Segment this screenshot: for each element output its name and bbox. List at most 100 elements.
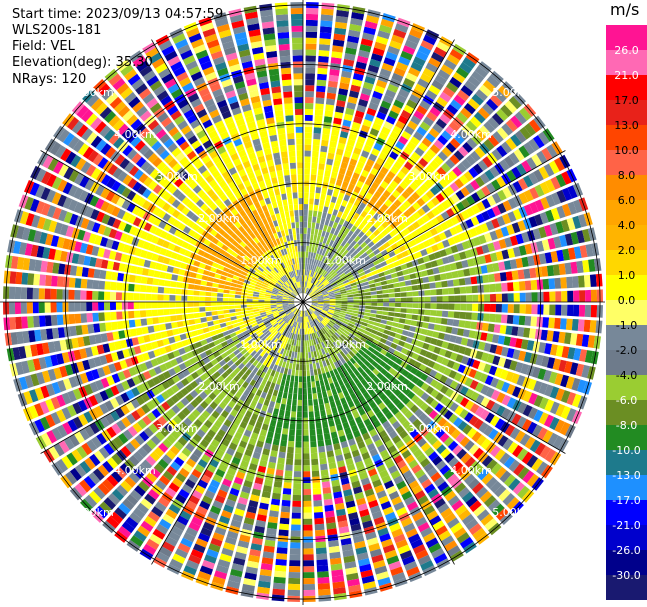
gate-cell <box>102 343 111 353</box>
gate-cell <box>327 276 333 282</box>
gate-cell <box>261 93 271 102</box>
gate-cell <box>250 157 258 166</box>
gate-cell <box>225 161 235 170</box>
gate-cell <box>128 472 141 484</box>
gate-cell <box>364 437 373 446</box>
gate-cell <box>466 195 476 206</box>
gate-cell <box>347 578 360 587</box>
gate-cell <box>323 427 330 434</box>
gate-cell <box>410 61 423 72</box>
gate-cell <box>165 449 177 460</box>
gate-cell <box>363 457 373 466</box>
gate-cell <box>139 293 146 301</box>
gate-cell <box>81 324 89 335</box>
gate-cell <box>314 279 319 286</box>
gate-cell <box>484 254 492 264</box>
gate-cell <box>173 365 182 374</box>
gate-cell <box>334 154 343 162</box>
gate-cell <box>26 287 33 300</box>
gate-cell <box>326 266 331 272</box>
gate-cell <box>170 281 177 288</box>
gate-cell <box>304 204 309 210</box>
gate-cell <box>428 275 435 282</box>
gate-cell <box>57 327 65 338</box>
gate-cell <box>58 209 68 222</box>
gate-cell <box>174 548 188 559</box>
gate-cell <box>109 397 120 409</box>
gate-cell <box>205 405 214 415</box>
gate-cell <box>304 126 313 133</box>
gate-cell <box>344 427 352 435</box>
gate-cell <box>339 286 346 291</box>
gate-cell <box>323 378 329 386</box>
gate-cell <box>342 220 349 228</box>
gate-cell <box>288 298 295 301</box>
gate-cell <box>21 272 29 285</box>
gate-cell <box>294 270 298 277</box>
gate-cell <box>328 290 335 294</box>
gate-cell <box>119 339 128 349</box>
gate-cell <box>328 420 335 427</box>
gate-cell <box>433 139 445 150</box>
gate-cell <box>444 229 453 238</box>
gate-cell <box>222 297 229 302</box>
gate-cell <box>469 227 478 238</box>
gate-cell <box>8 302 16 315</box>
gate-cell <box>487 117 500 130</box>
gate-cell <box>335 179 343 187</box>
gate-cell <box>271 291 278 295</box>
gate-cell <box>283 315 289 321</box>
gate-cell <box>259 310 266 314</box>
gate-cell <box>177 542 191 554</box>
gate-cell <box>326 286 333 290</box>
gate-cell <box>227 273 234 279</box>
gate-cell <box>275 8 288 16</box>
gate-cell <box>194 341 203 348</box>
gate-cell <box>502 200 512 212</box>
gate-cell <box>51 176 63 190</box>
gate-cell <box>269 510 279 518</box>
gate-cell <box>305 19 318 27</box>
gate-cell <box>295 315 299 322</box>
gate-cell <box>197 414 207 424</box>
gate-cell <box>47 157 59 172</box>
gate-cell <box>118 105 131 118</box>
gate-cell <box>263 545 275 553</box>
gate-cell <box>391 496 403 506</box>
gate-cell <box>377 577 391 587</box>
gate-cell <box>202 28 216 38</box>
gate-cell <box>396 460 407 470</box>
gate-cell <box>326 528 338 536</box>
gate-cell <box>383 121 394 130</box>
gate-cell <box>317 300 324 302</box>
gate-cell <box>172 477 183 488</box>
gate-cell <box>370 255 378 262</box>
gate-cell <box>200 317 207 323</box>
gate-cell <box>250 256 257 263</box>
gate-cell <box>160 95 172 106</box>
gate-cell <box>538 253 547 265</box>
gate-cell <box>325 516 336 524</box>
gate-cell <box>262 142 271 150</box>
gate-cell <box>277 326 283 332</box>
gate-cell <box>295 334 298 341</box>
gate-cell <box>202 521 215 532</box>
gate-cell <box>48 248 56 260</box>
gate-cell <box>303 530 313 537</box>
gate-cell <box>194 386 203 395</box>
gate-cell <box>249 379 257 387</box>
gate-cell <box>247 84 258 92</box>
gate-cell <box>193 232 201 240</box>
gate-cell <box>250 95 261 104</box>
gate-cell <box>365 229 373 237</box>
gate-cell <box>276 333 282 340</box>
gate-cell <box>238 321 245 326</box>
gate-cell <box>590 289 598 302</box>
gate-cell <box>291 333 295 340</box>
gate-cell <box>303 399 308 406</box>
gate-cell <box>261 283 268 288</box>
gate-cell <box>519 292 526 302</box>
gate-cell <box>317 274 323 281</box>
gate-cell <box>214 324 221 330</box>
gate-cell <box>303 524 313 531</box>
